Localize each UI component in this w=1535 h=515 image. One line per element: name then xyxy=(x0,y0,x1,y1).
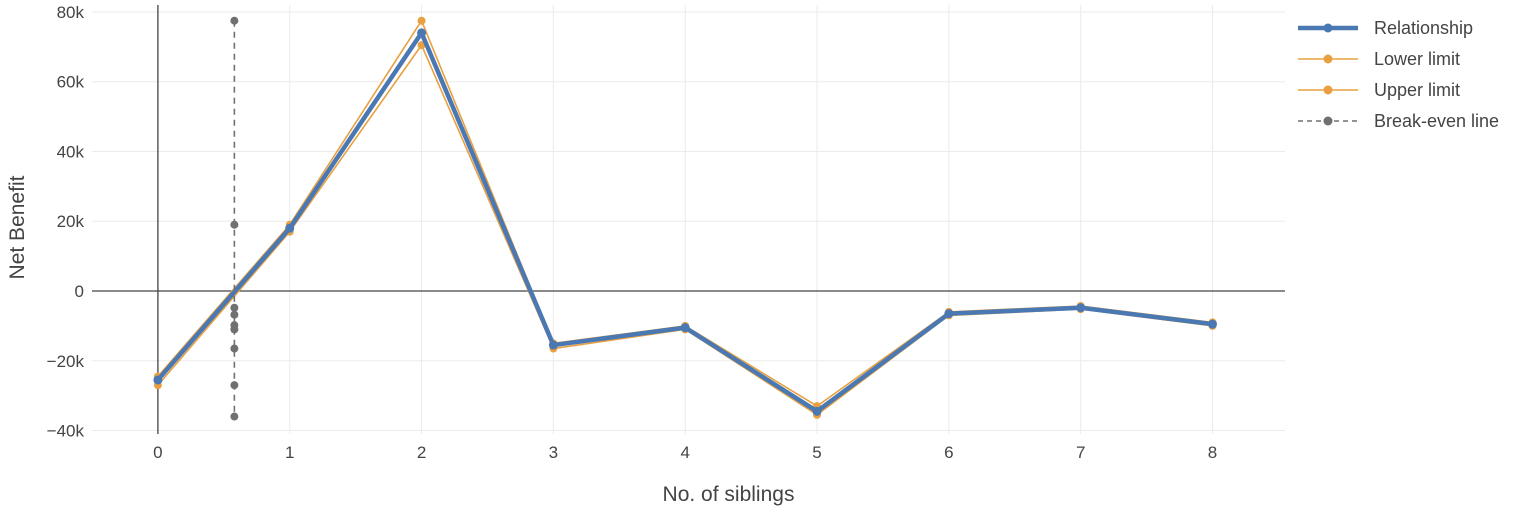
data-point xyxy=(230,220,239,229)
data-point xyxy=(1207,319,1217,329)
legend-marker-swatch xyxy=(1323,54,1333,64)
legend[interactable]: Relationship Lower limit Upper limit Break-… xyxy=(1298,18,1499,131)
data-point xyxy=(230,16,239,25)
legend-item[interactable]: Relationship xyxy=(1298,18,1473,38)
zero-axes xyxy=(92,5,1285,434)
x-tick-label: 7 xyxy=(1076,443,1085,462)
x-tick-label: 8 xyxy=(1208,443,1217,462)
x-tick-label: 5 xyxy=(812,443,821,462)
series-break-even-line xyxy=(230,16,239,421)
data-point xyxy=(230,412,239,421)
x-tick-label: 3 xyxy=(549,443,558,462)
data-point xyxy=(812,406,822,416)
y-tick-label: 80k xyxy=(57,3,85,22)
y-tick-label: 20k xyxy=(57,212,85,231)
tick-labels: 0 1 2 3 4 5 6 7 8 −40k −20k 0 20k 40k 60k 80k xyxy=(47,3,1218,462)
grid-lines xyxy=(92,5,1285,434)
data-point xyxy=(230,303,239,312)
y-tick-label: −40k xyxy=(47,422,85,441)
legend-marker-swatch xyxy=(1323,23,1333,33)
legend-item[interactable]: Break-even line xyxy=(1298,111,1499,131)
legend-marker-swatch xyxy=(1323,116,1333,126)
y-tick-label: −20k xyxy=(47,352,85,371)
x-tick-label: 0 xyxy=(153,443,162,462)
x-tick-label: 6 xyxy=(944,443,953,462)
x-tick-label: 4 xyxy=(680,443,689,462)
series-relationship xyxy=(153,28,1217,416)
data-point xyxy=(230,310,239,319)
y-tick-label: 0 xyxy=(75,282,84,301)
data-point xyxy=(417,16,426,25)
data-point xyxy=(230,381,239,390)
data-point xyxy=(944,309,954,319)
data-point xyxy=(230,325,239,334)
data-point xyxy=(417,28,427,38)
x-tick-label: 1 xyxy=(285,443,294,462)
data-point xyxy=(680,323,690,333)
y-tick-label: 40k xyxy=(57,142,85,161)
legend-item[interactable]: Lower limit xyxy=(1298,49,1460,69)
legend-marker-swatch xyxy=(1323,85,1333,95)
legend-label: Relationship xyxy=(1374,18,1473,38)
data-point xyxy=(230,344,239,353)
data-point xyxy=(1076,303,1086,313)
data-point xyxy=(548,340,558,350)
data-point xyxy=(285,223,295,233)
plot-series xyxy=(153,16,1217,421)
data-point xyxy=(153,375,163,385)
legend-label: Break-even line xyxy=(1374,111,1499,131)
legend-label: Lower limit xyxy=(1374,49,1460,69)
y-axis-title: Net Benefit xyxy=(6,175,29,279)
x-tick-label: 2 xyxy=(417,443,426,462)
legend-label: Upper limit xyxy=(1374,80,1460,100)
y-tick-label: 60k xyxy=(57,73,85,92)
legend-item[interactable]: Upper limit xyxy=(1298,80,1460,100)
x-axis-title: No. of siblings xyxy=(663,483,795,506)
